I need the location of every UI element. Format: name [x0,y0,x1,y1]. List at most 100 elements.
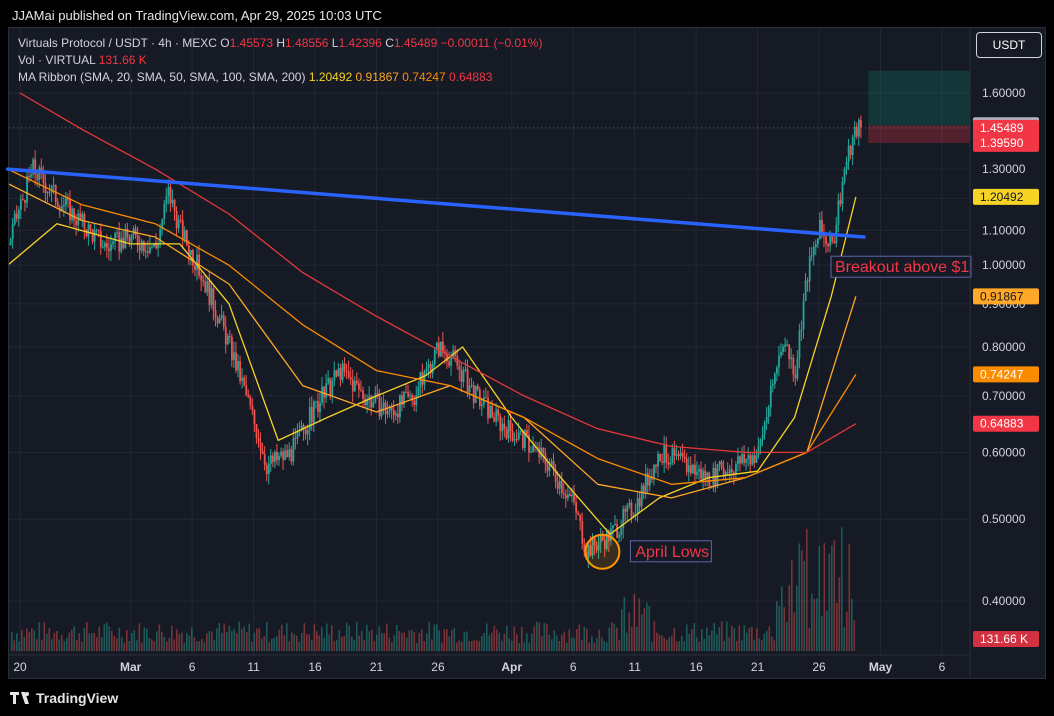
candle [263,446,266,471]
candle-body [204,281,207,293]
candle-body [491,405,494,418]
volume-bar [346,622,348,651]
candle-body [360,389,362,391]
volume-bar [406,637,408,651]
candle-body [214,310,217,318]
candle [788,344,791,369]
candle-body [132,228,135,235]
candle [773,372,776,389]
volume-bar [143,627,146,651]
candle-body [671,448,674,463]
candle [569,489,571,497]
candle [220,304,223,321]
volume-bar [466,631,468,651]
candle-body [851,136,854,155]
candle [83,211,86,240]
currency-button[interactable]: USDT [976,32,1042,58]
brand-footer[interactable]: TradingView [10,690,118,707]
legend-symbol[interactable]: Virtuals Protocol / USDT · 4h · MEXC [18,36,217,50]
volume-bar [21,630,23,651]
candle-body [46,191,49,193]
volume-bar [23,636,26,651]
candle [267,455,270,485]
volume-bar [693,622,696,651]
volume-bar [223,623,226,651]
volume-bar [383,633,386,651]
legend-ma20-value: 1.20492 [308,70,353,84]
volume-bar [433,624,436,651]
candle-body [81,213,84,220]
candle-body [601,534,604,541]
candle [181,210,184,249]
volume-bar [66,637,68,651]
candle-body [60,206,63,212]
volume-bar [341,636,343,651]
candle [104,240,106,252]
candle [224,316,227,354]
legend-ma-label[interactable]: MA Ribbon (SMA, 20, SMA, 50, SMA, 100, S… [18,70,306,84]
volume-bar [416,642,418,651]
volume-bar [16,633,18,651]
volume-bar [361,630,363,651]
volume-bar [628,612,631,651]
volume-bar [498,632,501,651]
volume-bar [333,641,336,651]
candle-body [306,429,309,435]
candle [269,448,272,472]
volume-bar [46,633,48,651]
candle [667,453,670,471]
candle-body [405,392,407,394]
candle-body [735,463,737,474]
candle [556,471,559,494]
candle-body [673,448,676,456]
candle-body [646,473,649,486]
candle [741,446,744,465]
volume-bar [691,629,693,651]
volume-bar [673,627,676,651]
legend-volume-label[interactable]: Vol · VIRTUAL [18,53,96,67]
volume-bar [706,627,708,651]
candle-body [331,380,334,396]
volume-bar [213,640,216,651]
candle [169,179,172,213]
candle [54,184,57,207]
candle-body [374,393,377,403]
candle-body [380,407,383,417]
candle [392,400,395,424]
candle-body [511,431,514,441]
candle-body [425,367,428,372]
candle-body [558,480,561,489]
candle [700,461,703,481]
candle [536,441,539,453]
candle [487,390,489,424]
candle-body [376,393,379,395]
candle [679,447,682,460]
price-axis-tick: 1.00000 [982,258,1026,272]
chart-panel[interactable] [8,27,1046,679]
volume-bar [166,641,168,651]
candle [255,423,258,445]
candle [233,341,235,369]
volume-bar [806,528,808,651]
volume-bar [356,621,358,651]
candle-body [472,384,475,403]
candle-body [222,315,225,327]
volume-bar [393,635,396,651]
candle-body [177,219,180,229]
candle [15,205,18,223]
candle-body [769,385,772,408]
volume-bar [441,642,443,651]
candle-body [589,545,592,556]
volume-bar [508,638,511,651]
candle [493,412,496,423]
volume-bar [788,584,791,651]
candle [308,397,311,441]
candle-body [218,318,221,324]
volume-bar [583,626,586,651]
volume-bar [653,621,656,651]
candle-body [509,420,512,432]
candle [9,237,10,248]
volume-bar [501,640,503,651]
candle [771,379,774,393]
